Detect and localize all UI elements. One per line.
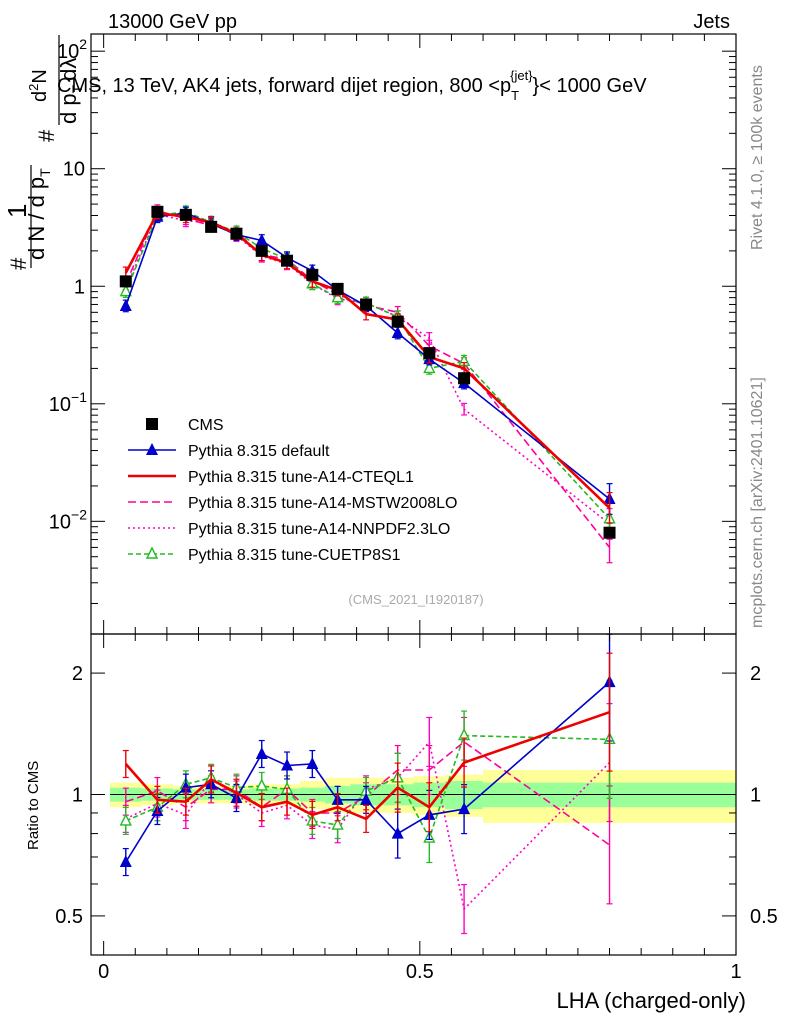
legend: CMS Pythia 8.315 default Pythia 8.315 tune… — [128, 417, 457, 564]
ratio-line-default — [125, 681, 611, 863]
ratio-y-tick-label: 2 — [72, 663, 83, 685]
data-point-default — [391, 326, 404, 339]
x-tick-label: 1 — [730, 961, 741, 983]
data-point-cms — [230, 227, 243, 240]
legend-label: Pythia 8.315 tune-CUETP8S1 — [188, 547, 401, 564]
data-point-cuetp8s1 — [331, 290, 344, 303]
y-label-dpt: d pTdλ — [56, 58, 85, 124]
ratio-point-default — [119, 855, 132, 868]
ratio-y-tick-label-right: 0.5 — [750, 906, 778, 928]
main-plot-frame — [90, 33, 737, 635]
main-chart-title: CMS, 13 TeV, AK4 jets, forward dijet reg… — [57, 68, 647, 103]
ratio-series-cteql1 — [122, 652, 613, 833]
data-point-default — [255, 233, 268, 246]
data-point-cms — [281, 254, 294, 267]
data-point-cms — [205, 220, 218, 233]
legend-label: Pythia 8.315 tune-A14-NNPDF2.3LO — [188, 521, 450, 538]
data-point-cms — [458, 372, 471, 385]
legend-entry-cms: CMS — [146, 417, 224, 434]
ratio-y-tick-label-right: 2 — [750, 663, 761, 685]
ratio-point-default — [306, 757, 319, 770]
legend-label: CMS — [188, 417, 224, 434]
legend-swatch-marker — [146, 443, 158, 455]
ratio-point-cuetp8s1 — [119, 813, 132, 826]
data-point-cms — [423, 347, 436, 360]
y-label-denominator: d N / d pT — [24, 168, 53, 260]
ratio-series-default — [119, 633, 616, 877]
series-line-cteql1 — [124, 211, 611, 509]
data-point-cms — [360, 298, 373, 311]
series-cms — [119, 205, 616, 539]
data-point-cms — [306, 268, 319, 281]
ratio-panel: 0.5 0.5 1 1 2 2 0 0.5 1 Ratio to CMS LHA (charge… — [25, 633, 778, 1013]
ratio-point-default — [391, 826, 404, 839]
legend-entry-mstw: Pythia 8.315 tune-A14-MSTW2008LO — [128, 495, 457, 512]
data-point-cms — [119, 275, 132, 288]
mcplots-label: mcplots.cern.ch [arXiv:2401.10621] — [749, 377, 766, 628]
ratio-point-cuetp8s1 — [255, 778, 268, 791]
y-label-one: 1 — [2, 204, 32, 218]
ratio-point-default — [360, 792, 373, 805]
x-tick-label: 0 — [98, 961, 109, 983]
legend-entry-default: Pythia 8.315 default — [128, 443, 330, 460]
ratio-point-default — [179, 780, 192, 793]
data-point-cuetp8s1 — [423, 360, 436, 374]
series-line-nnpdf — [125, 213, 610, 525]
main-y-tick-label: 10 — [63, 159, 85, 181]
rivet-version-label: Rivet 4.1.0, ≥ 100k events — [749, 65, 766, 250]
legend-entry-cuetp8s1: Pythia 8.315 tune-CUETP8S1 — [128, 546, 401, 564]
main-panel: 10−2 10−1 1 10 102 CMS, 13 TeV, AK4 jets, fo… — [2, 33, 737, 635]
ratio-y-tick-label-right: 1 — [750, 785, 761, 807]
main-y-tick-label: 10−2 — [49, 506, 87, 533]
data-point-cms — [179, 208, 192, 221]
ratio-point-default — [281, 758, 294, 771]
legend-swatch-marker — [145, 546, 159, 559]
main-y-tick-label: 10−1 — [49, 389, 87, 416]
main-y-axis-label: # 1 d N / d pT # d pTdλ d2N — [2, 35, 85, 270]
ratio-line-cteql1 — [124, 710, 610, 821]
y-label-hash-1: # — [6, 257, 31, 270]
data-point-cms — [255, 244, 268, 257]
legend-label: Pythia 8.315 tune-A14-MSTW2008LO — [188, 495, 457, 512]
process-label: Jets — [693, 11, 730, 33]
legend-entry-nnpdf: Pythia 8.315 tune-A14-NNPDF2.3LO — [128, 521, 450, 538]
ratio-y-tick-label: 0.5 — [55, 906, 83, 928]
x-axis-label: LHA (charged-only) — [556, 988, 746, 1013]
analysis-id-label: (CMS_2021_I1920187) — [348, 592, 483, 607]
legend-entry-cteql1: Pythia 8.315 tune-A14-CTEQL1 — [128, 469, 414, 486]
ratio-y-axis-label: Ratio to CMS — [25, 761, 42, 850]
ratio-line-cuetp8s1 — [125, 734, 610, 841]
main-y-tick-label: 102 — [57, 36, 87, 63]
ratio-point-default — [255, 747, 268, 760]
ratio-line-nnpdf — [125, 740, 611, 911]
y-label-hash-2: # — [34, 129, 59, 142]
data-point-cms — [391, 315, 404, 328]
legend-label: Pythia 8.315 tune-A14-CTEQL1 — [188, 469, 414, 486]
legend-label: Pythia 8.315 default — [188, 443, 330, 460]
main-y-tick-label: 1 — [74, 276, 85, 298]
data-point-cms — [151, 205, 164, 218]
data-point-cuetp8s1 — [119, 284, 132, 297]
x-tick-label: 0.5 — [406, 961, 434, 983]
collision-energy-label: 13000 GeV pp — [108, 11, 237, 33]
ratio-y-tick-label: 1 — [72, 785, 83, 807]
ratio-point-default — [458, 802, 471, 815]
y-label-d2n: d2N — [26, 69, 51, 102]
data-point-default — [119, 298, 132, 311]
data-point-cms — [331, 282, 344, 295]
legend-swatch-marker — [146, 418, 158, 430]
ratio-point-cuetp8s1 — [331, 817, 344, 830]
data-point-cms — [603, 526, 616, 539]
series-nnpdf — [122, 207, 613, 540]
